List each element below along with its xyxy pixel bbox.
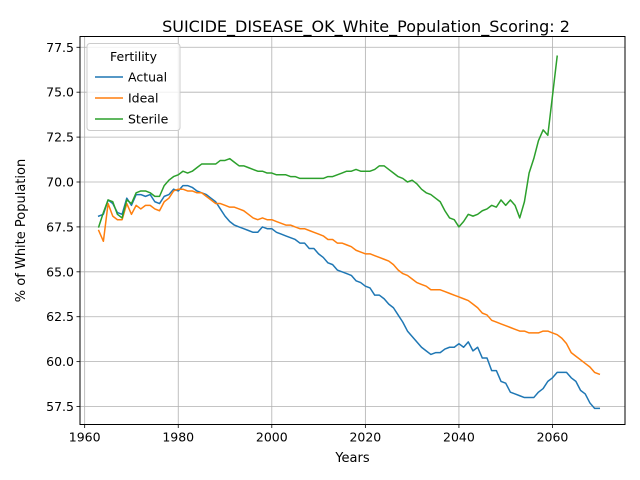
y-tick-label: 75.0 — [46, 85, 74, 100]
legend-label-ideal: Ideal — [128, 91, 158, 106]
y-tick-label: 60.0 — [46, 354, 74, 369]
series-line-ideal — [97, 188, 601, 376]
series-lines — [97, 55, 601, 410]
y-tick-label: 70.0 — [46, 175, 74, 190]
axis-ticks: 1960 1980 2000 2020 2040 2060 57.5 60.0 62.5 65.0… — [46, 40, 568, 445]
y-tick-label: 67.5 — [46, 219, 74, 234]
y-tick-label: 77.5 — [46, 40, 74, 55]
legend-entries: Actual Ideal Sterile — [95, 70, 169, 127]
x-tick-label: 2000 — [256, 430, 288, 445]
y-tick-label: 62.5 — [46, 309, 74, 324]
legend: Fertility Actual Ideal Sterile — [86, 43, 181, 131]
y-axis-title: % of White Population — [14, 159, 29, 302]
plot-frame — [79, 36, 626, 425]
x-tick-label: 2060 — [537, 430, 569, 445]
x-tick-label: 1960 — [69, 430, 101, 445]
legend-title: Fertility — [110, 49, 158, 64]
legend-box — [86, 43, 181, 131]
y-tick-label: 57.5 — [46, 399, 74, 414]
y-tick-label: 72.5 — [46, 130, 74, 145]
y-tick-label: 65.0 — [46, 264, 74, 279]
series-line-actual — [97, 184, 601, 410]
series-line-sterile — [97, 55, 559, 228]
x-tick-label: 2020 — [349, 430, 381, 445]
x-tick-label: 2040 — [443, 430, 475, 445]
x-tick-label: 1980 — [162, 430, 194, 445]
legend-label-actual: Actual — [128, 70, 167, 85]
chart-title: SUICIDE_DISEASE_OK_White_Population_Scor… — [162, 17, 570, 37]
grid — [80, 36, 625, 425]
legend-label-sterile: Sterile — [128, 112, 169, 127]
x-axis-title: Years — [334, 451, 370, 466]
